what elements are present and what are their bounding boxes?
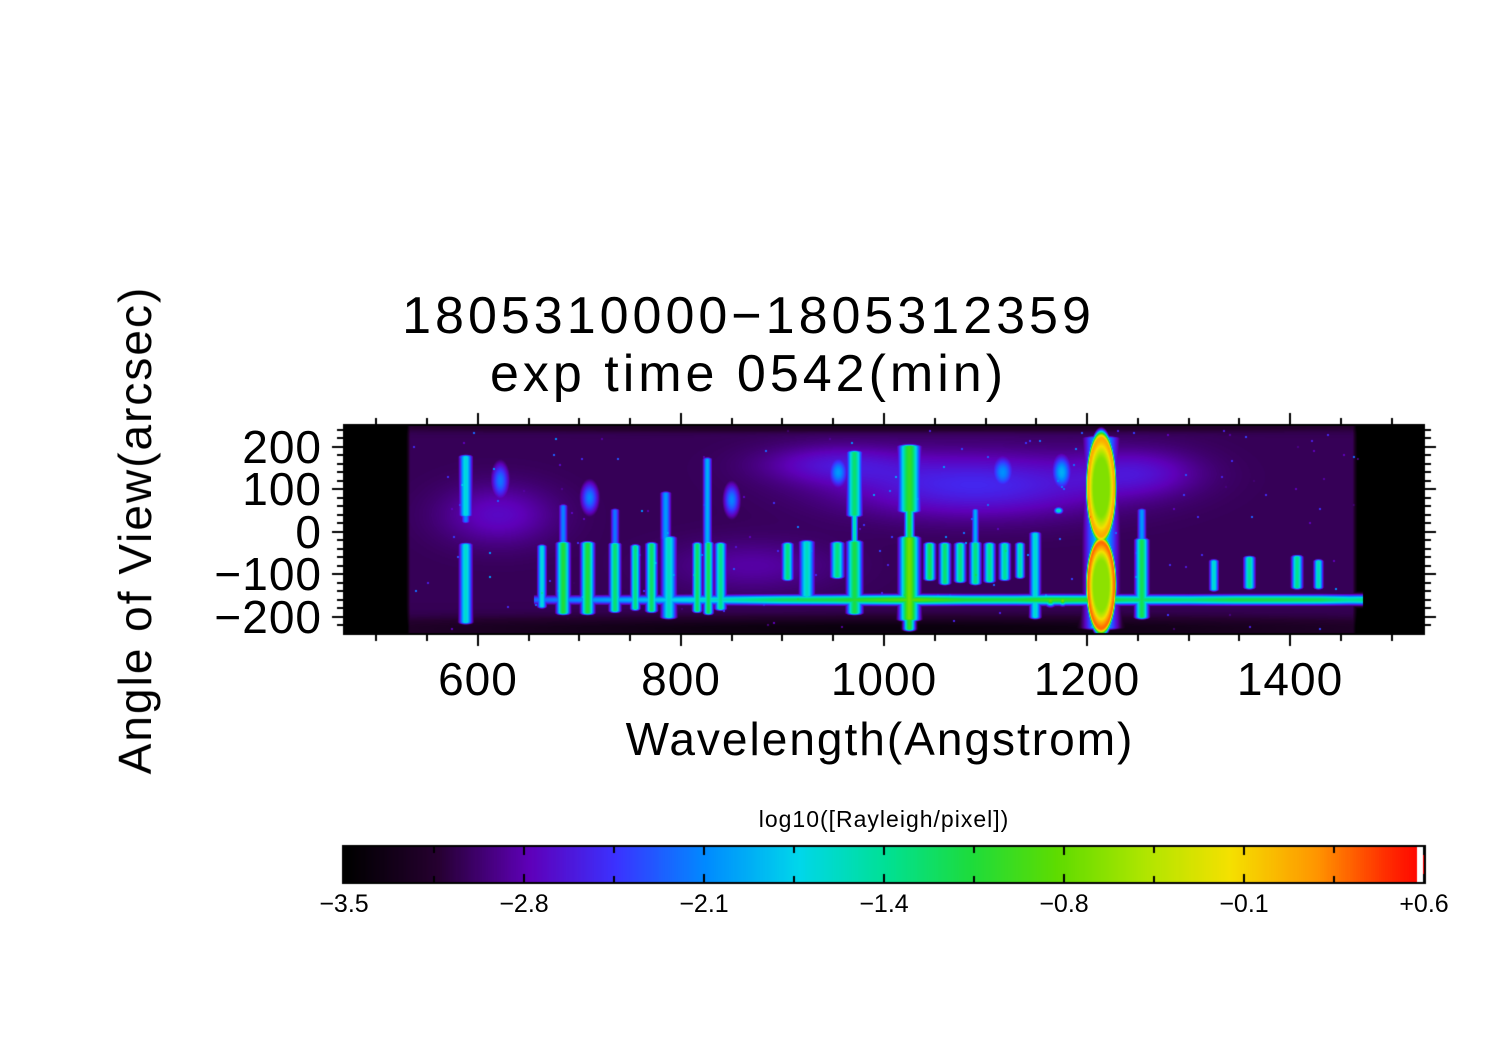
y-tick-label: 100: [242, 463, 322, 516]
colorbar-tick-label: −3.5: [319, 890, 369, 918]
x-tick-label: 1000: [830, 653, 938, 705]
x-tick-label: 800: [641, 653, 721, 705]
colorbar-tick-label: +0.6: [1399, 890, 1449, 918]
x-axis-label-text: Wavelength(Angstrom): [625, 713, 1135, 765]
plot-subtitle: exp time 0542(min): [489, 345, 1008, 403]
x-tick-label: 1200: [1033, 653, 1141, 705]
plot-title: 1805310000−1805312359: [402, 287, 1095, 345]
colorbar-tick-label: −1.4: [859, 890, 909, 918]
colorbar-label: log10([Rayleigh/pixel]): [758, 806, 1010, 832]
x-axis-label: Wavelength(Angstrom): [0, 712, 1497, 766]
colorbar-tick-label: −0.8: [1039, 890, 1089, 918]
colorbar-tick-label: −2.8: [499, 890, 549, 918]
x-tick-label: 1400: [1236, 653, 1344, 705]
y-tick-label: −200: [214, 590, 322, 643]
colorbar-tick-label: −0.1: [1219, 890, 1269, 918]
y-tick-label: 200: [242, 420, 322, 473]
colorbar-tick-label: −2.1: [679, 890, 729, 918]
y-tick-label: −100: [214, 548, 322, 601]
y-tick-label: 0: [295, 505, 322, 558]
x-tick-label: 600: [438, 653, 518, 705]
